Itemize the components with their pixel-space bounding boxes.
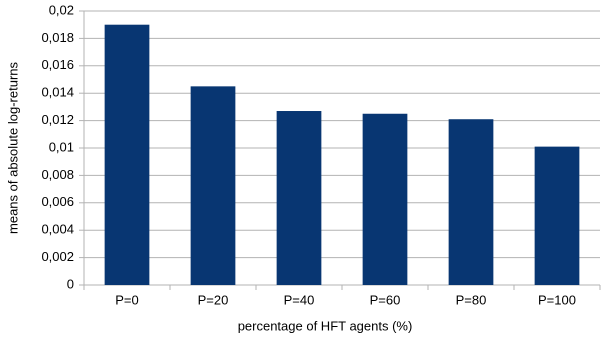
x-axis-label: percentage of HFT agents (%) bbox=[238, 318, 413, 333]
y-tick-label: 0,006 bbox=[41, 194, 74, 209]
bar bbox=[190, 86, 236, 285]
x-tick-label: P=40 bbox=[284, 292, 315, 307]
y-tick-label: 0,014 bbox=[41, 85, 74, 100]
y-tick-label: 0,02 bbox=[49, 2, 74, 17]
bar bbox=[276, 111, 322, 285]
y-axis-label: means of absolute log-returns bbox=[5, 62, 20, 234]
x-tick-label: P=80 bbox=[456, 292, 487, 307]
bar bbox=[534, 146, 580, 285]
bar bbox=[448, 119, 494, 285]
x-tick-label: P=60 bbox=[370, 292, 401, 307]
y-tick-label: 0 bbox=[67, 276, 74, 291]
y-tick-label: 0,016 bbox=[41, 57, 74, 72]
y-tick-label: 0,012 bbox=[41, 112, 74, 127]
x-tick-label: P=20 bbox=[198, 292, 229, 307]
bar bbox=[104, 24, 150, 285]
y-tick-label: 0,008 bbox=[41, 167, 74, 182]
x-tick-label: P=0 bbox=[115, 292, 139, 307]
y-tick-label: 0,01 bbox=[49, 139, 74, 154]
y-tick-label: 0,018 bbox=[41, 30, 74, 45]
x-tick-label: P=100 bbox=[538, 292, 576, 307]
y-tick-label: 0,004 bbox=[41, 222, 74, 237]
bar bbox=[362, 113, 408, 285]
y-tick-label: 0,002 bbox=[41, 249, 74, 264]
